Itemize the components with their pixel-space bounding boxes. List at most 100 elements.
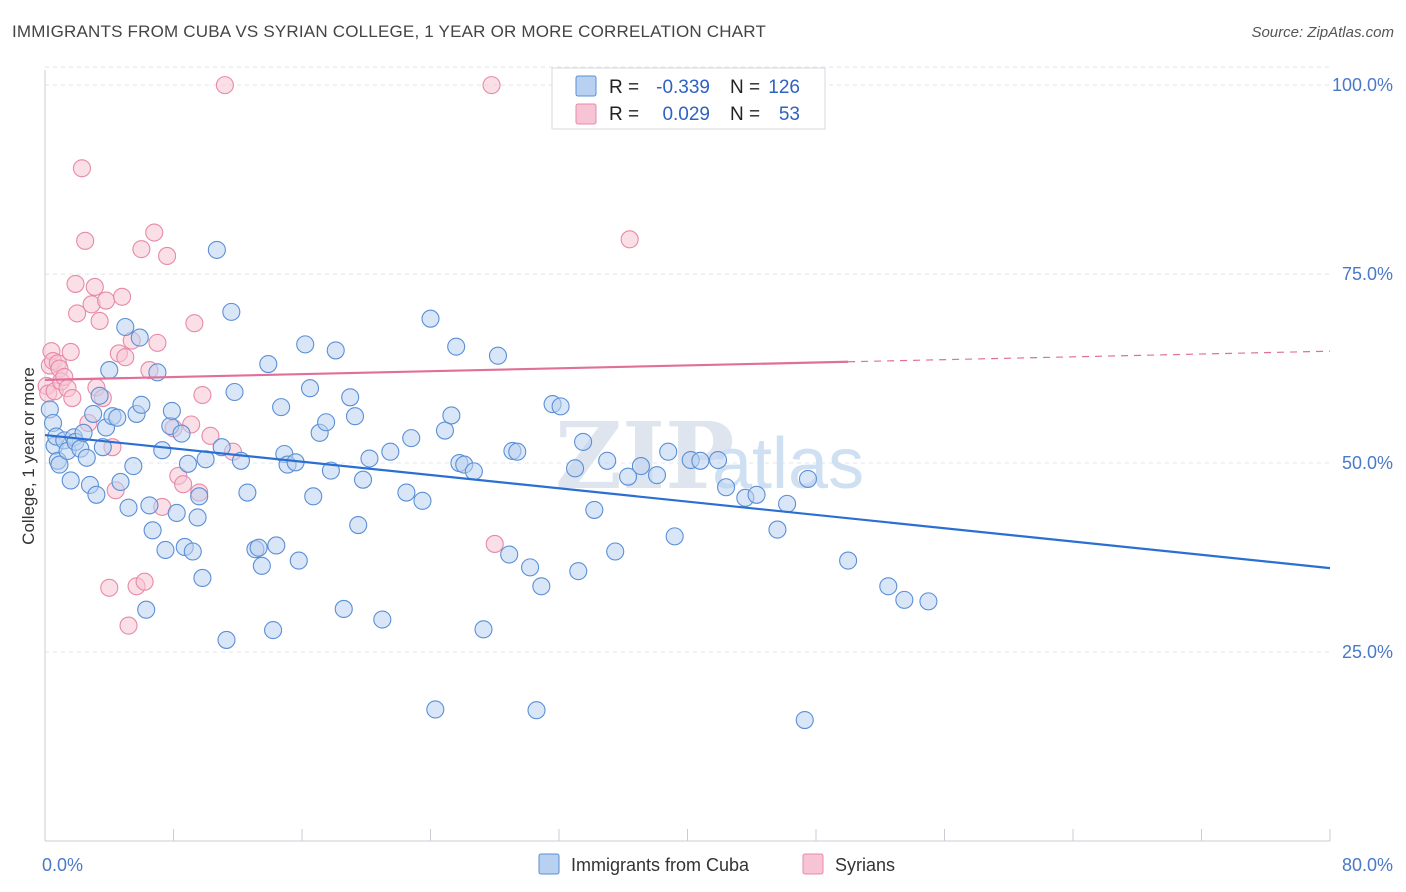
syrians-point-12 — [63, 389, 82, 408]
cuba-point-51 — [225, 382, 244, 402]
cuba-point-18 — [93, 438, 112, 457]
cuba-point-82 — [413, 491, 432, 510]
cuba-point-81 — [402, 429, 421, 448]
y-tick-label-0: 25.0% — [1342, 642, 1393, 662]
cuba-point-26 — [124, 457, 143, 476]
cuba-point-97 — [527, 701, 546, 720]
cuba-point-114 — [708, 450, 728, 470]
syrians-point-19 — [85, 277, 104, 296]
syrians-point-28 — [113, 287, 132, 306]
cuba-point-93 — [500, 545, 519, 564]
cuba-point-102 — [569, 562, 588, 581]
syrians-point-11 — [61, 342, 80, 361]
cuba-point-15 — [84, 404, 103, 423]
stats-r-value-syrians: 0.029 — [662, 104, 710, 125]
y-tick-label-1: 50.0% — [1342, 453, 1393, 473]
cuba-point-110 — [659, 442, 678, 461]
cuba-point-79 — [381, 442, 400, 461]
cuba-point-120 — [795, 711, 814, 730]
legend-swatch-cuba — [538, 853, 560, 875]
syrians-point-42 — [174, 475, 193, 494]
cuba-point-77 — [360, 449, 379, 468]
cuba-point-12 — [74, 423, 93, 442]
axes: 25.0% 50.0% 75.0% 100.0% 0.0% 80.0% — [42, 70, 1393, 875]
cuba-point-84 — [426, 700, 445, 719]
trend-line-syrians — [44, 360, 849, 382]
syrians-point-36 — [145, 223, 164, 242]
cuba-point-115 — [716, 478, 736, 497]
cuba-point-113 — [691, 451, 710, 470]
cuba-point-73 — [341, 388, 360, 407]
source-attribution: Source: ZipAtlas.com — [1251, 24, 1394, 41]
cuba-point-106 — [606, 542, 625, 561]
cuba-point-28 — [130, 328, 149, 347]
cuba-point-121 — [798, 469, 818, 488]
cuba-point-85 — [435, 421, 455, 440]
cuba-point-22 — [108, 408, 127, 427]
cuba-point-95 — [508, 442, 527, 461]
syrians-point-48 — [215, 76, 234, 95]
cuba-point-37 — [162, 401, 181, 420]
syrians-point-14 — [68, 304, 87, 323]
cuba-point-100 — [551, 397, 570, 416]
cuba-point-101 — [566, 459, 585, 478]
cuba-point-35 — [156, 540, 175, 560]
syrians-point-21 — [90, 311, 109, 331]
cuba-point-43 — [188, 508, 207, 527]
cuba-point-39 — [172, 424, 191, 443]
cuba-point-17 — [90, 386, 109, 405]
cuba-point-104 — [585, 500, 604, 519]
cuba-point-117 — [747, 485, 766, 504]
stats-box: R = -0.339 N = 126 R = 0.029 N = 53 — [551, 67, 826, 130]
cuba-point-24 — [116, 317, 135, 337]
trend-lines — [44, 350, 1331, 570]
syrians-point-39 — [158, 246, 177, 265]
y-tick-label-2: 75.0% — [1342, 264, 1393, 284]
cuba-point-108 — [631, 457, 650, 476]
syrians-point-34 — [135, 572, 154, 591]
cuba-point-38 — [167, 503, 186, 522]
cuba-point-29 — [132, 395, 151, 414]
cuba-point-55 — [249, 538, 268, 557]
cuba-point-32 — [143, 521, 162, 540]
cuba-point-44 — [190, 487, 209, 506]
cuba-point-20 — [100, 361, 119, 380]
cuba-point-66 — [300, 379, 320, 398]
syrians-point-24 — [100, 578, 119, 597]
cuba-point-119 — [778, 494, 797, 513]
cuba-point-48 — [212, 438, 231, 457]
cuba-point-107 — [619, 467, 638, 486]
chart-title: IMMIGRANTS FROM CUBA VS SYRIAN COLLEGE, … — [12, 22, 767, 41]
cuba-point-64 — [289, 551, 308, 570]
series-cuba-points — [40, 240, 938, 730]
stats-r-value-cuba: -0.339 — [656, 77, 710, 98]
syrians-point-29 — [116, 348, 135, 367]
stats-r-label-syrians: R = — [609, 104, 639, 125]
cuba-point-25 — [119, 498, 138, 517]
legend-label-cuba: Immigrants from Cuba — [571, 855, 750, 875]
syrians-point-47 — [201, 426, 220, 445]
syrians-point-15 — [72, 159, 91, 178]
cuba-point-5 — [50, 455, 69, 474]
cuba-point-124 — [895, 590, 914, 609]
cuba-point-23 — [111, 472, 130, 492]
cuba-point-72 — [334, 599, 353, 618]
legend: Immigrants from Cuba Syrians — [538, 853, 895, 875]
cuba-point-69 — [317, 413, 336, 432]
cuba-point-13 — [77, 448, 96, 467]
syrians-point-23 — [96, 291, 116, 310]
cuba-point-47 — [207, 240, 226, 259]
cuba-point-71 — [326, 341, 345, 360]
syrians-point-44 — [185, 314, 204, 333]
cuba-point-58 — [264, 621, 283, 640]
grid-lines — [45, 66, 1330, 653]
legend-label-syrians: Syrians — [835, 855, 895, 875]
syrians-point-13 — [66, 274, 85, 293]
stats-box-frame — [551, 67, 826, 130]
syrians-point-46 — [193, 385, 212, 405]
cuba-point-49 — [217, 630, 236, 649]
y-tick-label-3: 100.0% — [1332, 75, 1393, 95]
legend-swatch-syrians — [802, 853, 824, 875]
cuba-point-53 — [238, 483, 257, 502]
